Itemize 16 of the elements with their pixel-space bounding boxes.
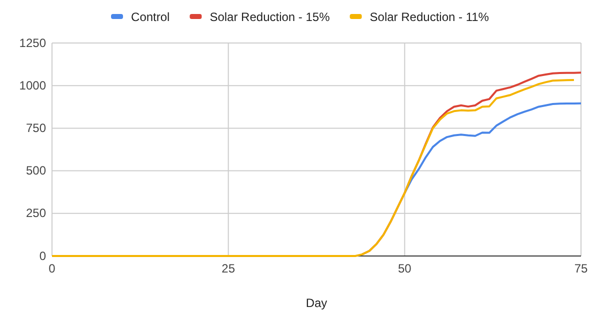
y-tick-label: 500 (26, 164, 46, 178)
y-tick-label: 750 (26, 121, 46, 136)
line-series (51, 78, 575, 257)
x-tick-label: 0 (48, 262, 56, 276)
legend-label: Solar Reduction - 15% (210, 10, 330, 24)
legend-label: Solar Reduction - 11% (370, 10, 490, 24)
x-tick-label: 25 (222, 262, 236, 276)
y-tick-label: 1250 (19, 36, 46, 50)
x-tick-label: 50 (398, 262, 412, 276)
legend-label: Control (131, 10, 170, 24)
y-tick-label: 250 (26, 206, 46, 220)
y-tick-label: 1000 (19, 78, 46, 92)
line-series (404, 102, 582, 194)
x-tick-label: 75 (574, 262, 588, 276)
x-axis-title: Day (306, 296, 328, 310)
y-tick-label: 0 (39, 248, 46, 263)
